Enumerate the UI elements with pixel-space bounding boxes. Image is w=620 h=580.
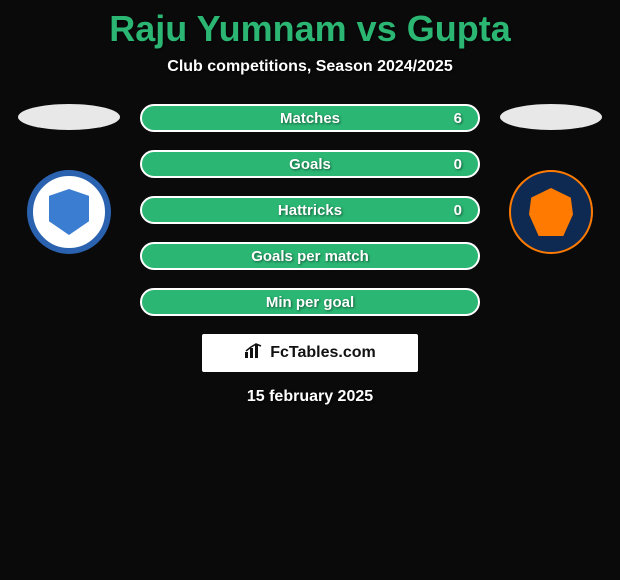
stat-bar-hattricks: Hattricks 0	[140, 196, 480, 224]
watermark: FcTables.com	[202, 334, 418, 372]
stat-label: Min per goal	[266, 294, 354, 311]
player-right-ellipse	[500, 104, 602, 130]
stat-bar-goals: Goals 0	[140, 150, 480, 178]
stat-bar-matches: Matches 6	[140, 104, 480, 132]
player-left-ellipse	[18, 104, 120, 130]
page-subtitle: Club competitions, Season 2024/2025	[0, 58, 620, 76]
comparison-infographic: Raju Yumnam vs Gupta Club competitions, …	[0, 0, 620, 406]
player-right-column	[500, 104, 602, 254]
club-badge-left	[27, 170, 111, 254]
watermark-text: FcTables.com	[270, 344, 376, 362]
comparison-row: Matches 6 Goals 0 Hattricks 0 Goals per …	[0, 104, 620, 316]
stat-bar-min-per-goal: Min per goal	[140, 288, 480, 316]
stat-label: Matches	[280, 110, 340, 127]
stat-bar-goals-per-match: Goals per match	[140, 242, 480, 270]
club-badge-right	[509, 170, 593, 254]
footer-date: 15 february 2025	[0, 388, 620, 406]
stat-bars: Matches 6 Goals 0 Hattricks 0 Goals per …	[140, 104, 480, 316]
stat-value: 0	[454, 202, 462, 219]
stat-value: 6	[454, 110, 462, 127]
stat-label: Goals	[289, 156, 331, 173]
player-left-column	[18, 104, 120, 254]
bar-chart-icon	[244, 343, 264, 364]
stat-value: 0	[454, 156, 462, 173]
stat-label: Goals per match	[251, 248, 369, 265]
stat-label: Hattricks	[278, 202, 342, 219]
page-title: Raju Yumnam vs Gupta	[0, 8, 620, 50]
